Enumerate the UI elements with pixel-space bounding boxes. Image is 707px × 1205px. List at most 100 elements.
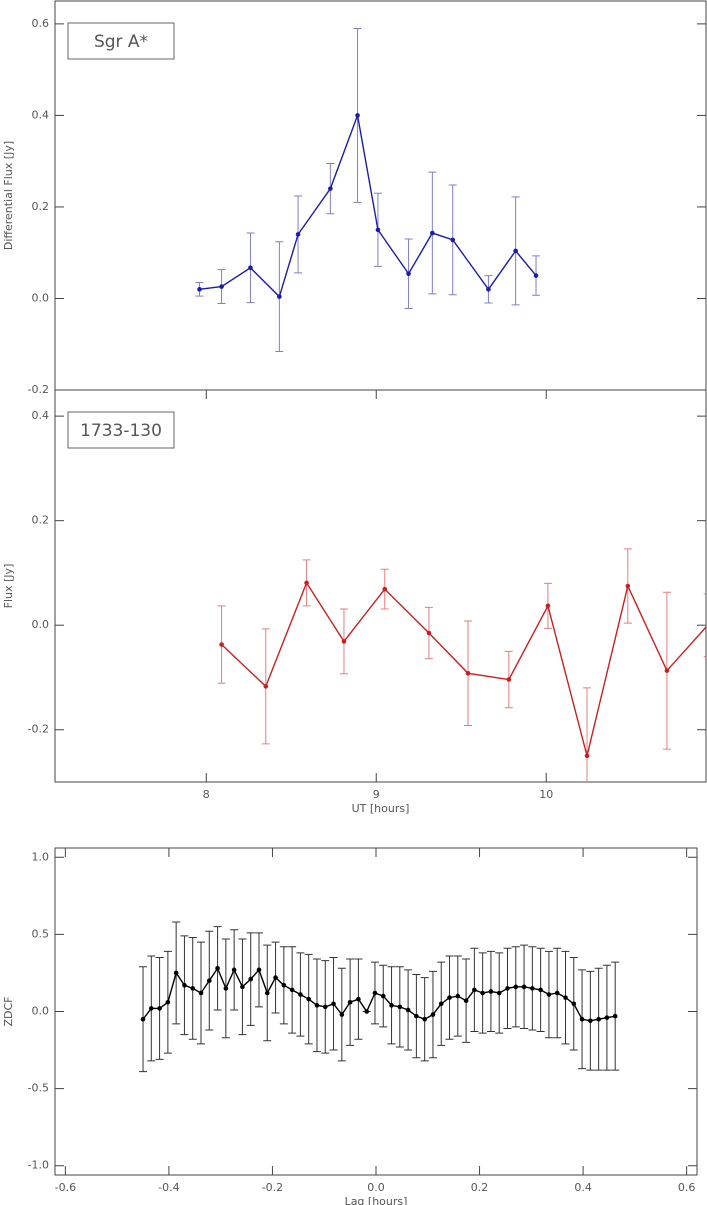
annotation-box [67, 411, 175, 449]
data-point [563, 995, 568, 1000]
data-point [472, 987, 477, 993]
y-tick-label: 0.0 [32, 1005, 50, 1018]
data-point [165, 999, 171, 1005]
data-point [149, 1006, 154, 1011]
data-point [355, 113, 360, 118]
data-point [322, 1004, 328, 1010]
y-tick-label: -0.2 [28, 383, 49, 396]
data-point [612, 1013, 618, 1019]
panel: -1.0 -0.5 0.0 0.5 1.0 -0.6 -0.4 -0.2 0.0 0.2 0.4 0.… [2, 847, 698, 1205]
x-tick-label: 10 [539, 788, 553, 801]
data-point [584, 753, 590, 759]
x-tick-label: 9 [373, 788, 380, 801]
data-point [182, 982, 187, 988]
y-tick-label: 0.0 [32, 618, 50, 631]
x-axis-label: Lag [hours] [345, 1195, 408, 1205]
data-point [219, 642, 224, 647]
data-point [430, 230, 435, 236]
data-point [248, 265, 253, 271]
data-point [588, 1018, 593, 1024]
data-point [356, 996, 361, 1002]
data-point [538, 987, 543, 993]
data-point [347, 999, 353, 1005]
data-point [382, 586, 388, 592]
data-point [197, 287, 202, 292]
data-point [450, 237, 456, 243]
data-point [596, 1016, 601, 1022]
frame [54, 389, 707, 783]
data-point [513, 248, 518, 254]
x-tick-label: 8 [203, 788, 210, 801]
data-point [604, 1015, 610, 1020]
y-tick-label: 0.2 [32, 514, 50, 527]
data-point [488, 989, 494, 994]
y-tick-label: 1.0 [32, 850, 50, 863]
data-point [157, 1006, 162, 1011]
y-axis-label: Flux [Jy] [2, 564, 15, 609]
data-point [705, 623, 706, 627]
data-point [372, 990, 378, 996]
data-point [198, 990, 204, 996]
data-line [199, 112, 537, 298]
y-tick-label: -0.5 [28, 1082, 49, 1095]
data-point [513, 984, 519, 990]
data-point [380, 993, 386, 999]
data-point [341, 639, 347, 644]
data-point [521, 984, 527, 990]
data-point [231, 967, 237, 973]
data-point [389, 1003, 394, 1008]
data-point [306, 996, 311, 1002]
data-point [430, 1012, 436, 1017]
data-point [314, 1003, 320, 1008]
y-tick-label: -0.2 [28, 723, 49, 736]
data-point [554, 990, 560, 996]
y-tick-label: -1.0 [28, 1159, 49, 1172]
data-point [397, 1004, 403, 1010]
data-point [240, 984, 245, 990]
y-tick-label: 0.4 [32, 409, 50, 422]
x-tick-label: 0.2 [471, 1181, 489, 1194]
data-point [438, 1001, 444, 1007]
error-bar [703, 593, 706, 658]
data-point [331, 1001, 336, 1007]
data-point [140, 1016, 146, 1022]
data-point [496, 990, 502, 996]
data-point [533, 273, 539, 278]
data-point [480, 990, 485, 996]
data-point [405, 1007, 411, 1013]
y-tick-label: 0.5 [32, 927, 50, 940]
plot-area [217, 548, 706, 782]
data-point [545, 603, 551, 609]
data-point [304, 580, 309, 586]
data-point [277, 294, 282, 299]
data-point [625, 583, 631, 589]
data-point [579, 1016, 585, 1022]
x-tick-label: -0.4 [158, 1181, 179, 1194]
data-point [571, 1001, 577, 1007]
data-point [414, 1013, 419, 1019]
panel: -0.2 0.0 0.2 0.4 0.6 Differential Flux [Jy] Sg… [2, 0, 707, 396]
data-point [273, 975, 278, 980]
data-point [328, 186, 333, 191]
y-tick-label: 0.2 [32, 200, 50, 213]
data-point [206, 978, 212, 983]
data-point [375, 227, 381, 233]
data-point [295, 232, 301, 237]
data-point [465, 670, 471, 676]
data-point [339, 1012, 345, 1017]
x-tick-label: -0.2 [262, 1181, 283, 1194]
data-point [264, 990, 270, 996]
data-point [463, 998, 469, 1004]
data-point [263, 684, 269, 689]
y-tick-label: 0.6 [32, 17, 50, 30]
y-axis-label: Differential Flux [Jy] [2, 141, 15, 250]
data-point [281, 982, 287, 988]
data-point [223, 986, 229, 991]
y-axis-label: ZDCF [2, 996, 15, 1026]
data-point [505, 986, 510, 991]
annotation-box [67, 22, 175, 60]
data-point [298, 992, 303, 997]
data-point [664, 668, 670, 673]
